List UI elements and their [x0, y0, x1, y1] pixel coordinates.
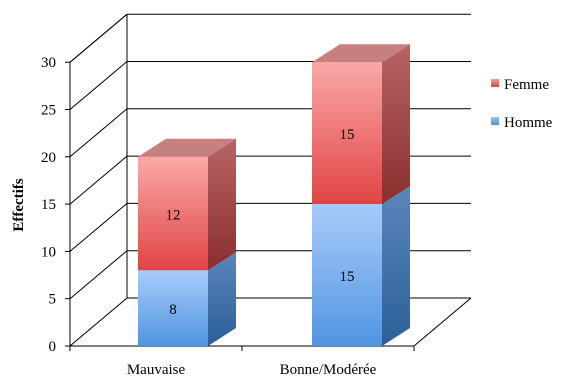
bar-femme-0 — [138, 156, 208, 271]
y-tick-label: 15 — [41, 197, 56, 213]
legend-label-femme: Femme — [504, 77, 549, 93]
y-tick-label: 10 — [41, 244, 56, 260]
data-label-femme-0: 12 — [166, 208, 181, 224]
bar-top-face — [312, 44, 410, 63]
gridline-depth — [69, 13, 128, 63]
gridlines — [69, 13, 471, 347]
legend-label-homme: Homme — [504, 115, 553, 131]
y-tick-label: 20 — [41, 150, 56, 166]
legend-swatch-femme — [491, 79, 499, 87]
gridline-depth — [69, 108, 128, 158]
y-tick-label: 25 — [41, 103, 56, 119]
gridline-depth — [69, 203, 128, 252]
data-label-femme-1: 15 — [340, 127, 355, 143]
gridline-depth — [69, 155, 128, 205]
bar-side-femme — [382, 44, 410, 205]
bar-side-homme — [382, 186, 410, 346]
y-tick-label: 5 — [49, 292, 57, 308]
legend-swatch-homme — [491, 117, 499, 125]
y-tick-label: 30 — [41, 55, 56, 71]
gridline-depth — [69, 250, 128, 300]
y-tick-label: 0 — [49, 339, 57, 355]
y-axis-title: Effectifs — [11, 178, 27, 231]
legend: Femme Homme — [491, 77, 553, 131]
bar-side-homme — [208, 252, 236, 346]
bars — [138, 44, 410, 346]
gridline-depth — [69, 297, 128, 347]
gridline-depth — [69, 61, 128, 110]
x-category-label-0: Mauvaise — [127, 362, 186, 378]
data-label-homme-0: 8 — [169, 302, 177, 318]
bar-side-femme — [208, 138, 236, 271]
x-category-label-1: Bonne/Modérée — [280, 362, 377, 378]
bar-femme-1 — [312, 62, 382, 205]
floor-right-edge — [413, 297, 472, 347]
bar-homme-1 — [312, 204, 382, 346]
data-labels: 8 12 Mauvaise 15 15 Bonne/Modérée — [127, 127, 377, 378]
bar-homme-0 — [138, 270, 208, 346]
bar-top-face — [138, 138, 236, 157]
data-label-homme-1: 15 — [340, 269, 355, 285]
